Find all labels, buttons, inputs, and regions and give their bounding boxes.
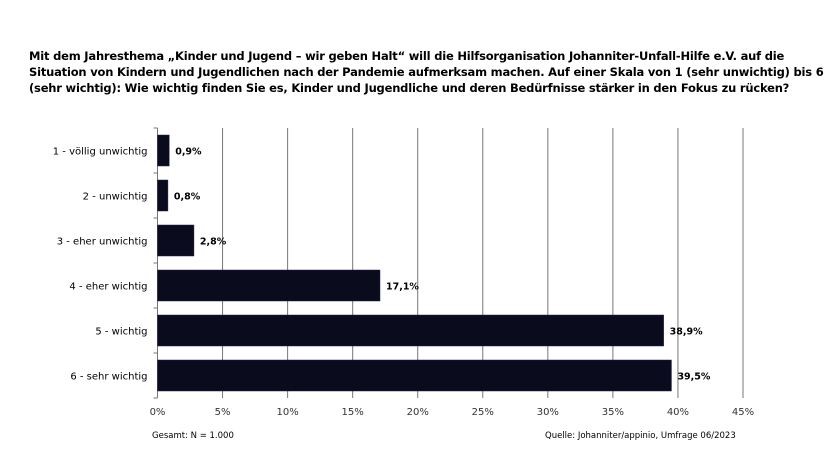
x-tick-label: 30% (537, 407, 559, 418)
category-label: 3 - eher unwichtig (57, 237, 148, 248)
category-label: 2 - unwichtig (83, 192, 148, 203)
category-label: 4 - eher wichtig (69, 282, 147, 293)
source-note: Quelle: Johanniter/appinio, Umfrage 06/2… (545, 431, 736, 441)
x-tick-label: 45% (732, 407, 754, 418)
bar (157, 179, 169, 212)
bar (157, 359, 672, 392)
category-label: 5 - wichtig (95, 327, 147, 338)
x-tick-label: 25% (472, 407, 494, 418)
x-tick-label: 5% (215, 407, 231, 418)
data-label: 2,8% (200, 237, 227, 248)
data-label: 0,9% (175, 147, 202, 158)
data-label: 0,8% (174, 192, 201, 203)
x-tick-label: 20% (407, 407, 429, 418)
x-tick-label: 10% (276, 407, 298, 418)
data-label: 38,9% (670, 327, 703, 338)
data-label: 39,5% (677, 372, 710, 383)
category-label: 6 - sehr wichtig (70, 372, 147, 383)
x-tick-label: 35% (602, 407, 624, 418)
x-tick-label: 40% (667, 407, 689, 418)
bar (157, 134, 170, 167)
x-tick-label: 15% (342, 407, 364, 418)
bar (157, 314, 664, 347)
category-label: 1 - völlig unwichtig (53, 147, 148, 158)
sample-size-note: Gesamt: N = 1.000 (152, 431, 234, 441)
x-tick-label: 0% (150, 407, 166, 418)
chart-title: Mit dem Jahresthema „Kinder und Jugend –… (29, 49, 824, 95)
bar (157, 269, 381, 302)
data-label: 17,1% (386, 282, 419, 293)
bar (157, 224, 195, 257)
